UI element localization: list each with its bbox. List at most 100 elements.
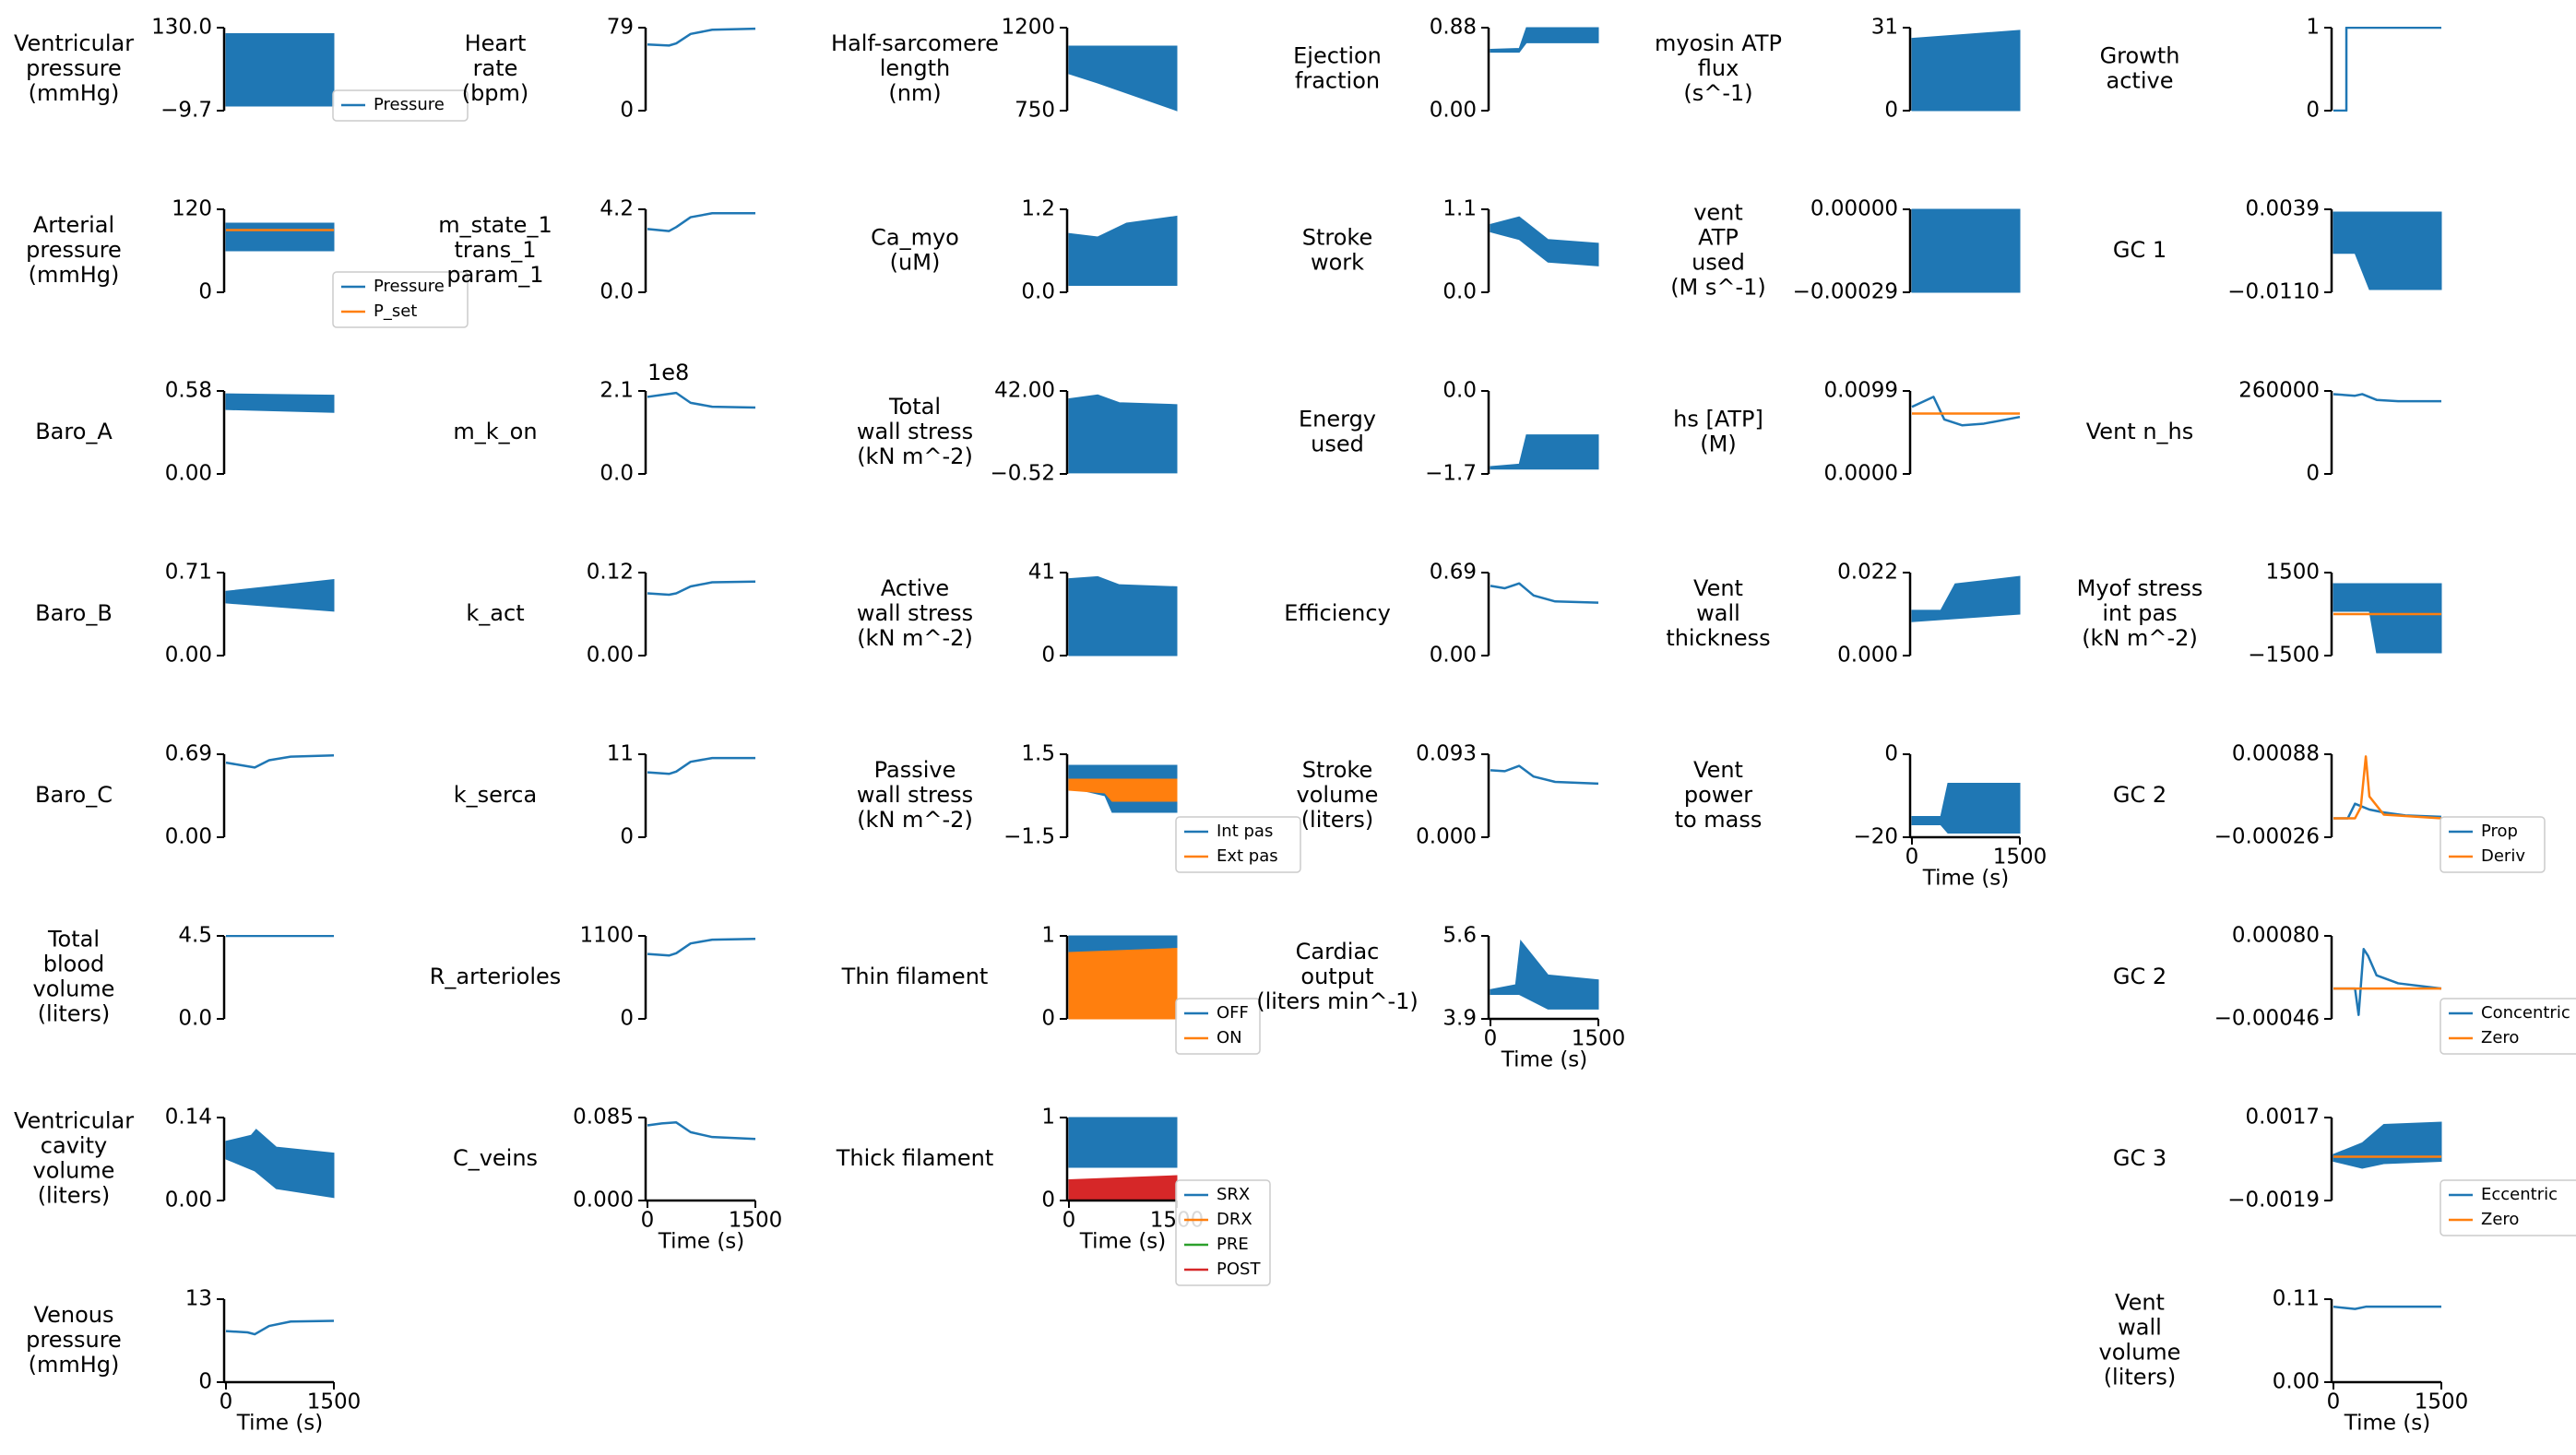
variable-label: (liters) — [38, 1183, 111, 1209]
subplot-22: Thick filament1001500Time (s)SRXDRXPREPO… — [836, 1106, 1271, 1286]
y-tick-label: 0.00 — [2273, 1370, 2320, 1394]
variable-label: Efficiency — [1284, 600, 1391, 626]
variable-label: m_state_1 — [438, 212, 552, 238]
series-line-0 — [2333, 1305, 2441, 1310]
variable-label: Vent — [2115, 1290, 2165, 1316]
y-tick-label: 0 — [1884, 742, 1898, 766]
x-tick-label: 0 — [1062, 1209, 1076, 1233]
variable-label: Heart — [465, 30, 527, 56]
variable-label: (mmHg) — [29, 80, 120, 106]
series-band-0 — [2333, 211, 2442, 290]
variable-label: Vent n_hs — [2086, 419, 2194, 444]
y-tick-label: −0.52 — [991, 462, 1055, 486]
legend-entry: SRX — [1217, 1185, 1250, 1204]
series-line-prop — [2333, 802, 2442, 820]
variable-label: volume — [33, 1158, 115, 1184]
axis-offset-label: 1e8 — [647, 360, 689, 385]
x-tick-label: 0 — [220, 1390, 233, 1414]
y-tick-label: −0.00026 — [2214, 825, 2320, 849]
variable-label: (mmHg) — [29, 1352, 120, 1378]
variable-label: Total — [888, 394, 941, 420]
y-tick-label: 1.1 — [1442, 197, 1477, 221]
plot-area — [1068, 764, 1178, 813]
plot-area — [1490, 216, 1599, 266]
legend: Prop Deriv — [2439, 816, 2546, 873]
series-band-0 — [1490, 940, 1599, 1010]
legend-entry: Prop — [2481, 822, 2518, 841]
plot-area — [647, 391, 756, 409]
plot-area — [2333, 211, 2442, 290]
variable-label: (bpm) — [462, 80, 529, 106]
x-tick-label: 0 — [1484, 1027, 1498, 1051]
legend-frame — [332, 271, 469, 328]
variable-label: myosin ATP — [1655, 30, 1782, 56]
y-tick-label: 1.5 — [1021, 742, 1055, 766]
y-tick-label: 79 — [607, 16, 634, 40]
series-band-eccentric — [2333, 1121, 2442, 1169]
plot-area — [647, 1121, 756, 1141]
subplot-35: GC 1 0.0039 −0.0110 — [2113, 197, 2442, 304]
variable-label: (s^-1) — [1683, 80, 1752, 106]
legend-entry: ON — [1217, 1028, 1242, 1047]
legend-entry: P_set — [374, 302, 417, 321]
variable-label: (M) — [1700, 432, 1736, 457]
variable-label: Active — [881, 575, 949, 601]
x-tick-label: 1500 — [1572, 1027, 1626, 1051]
series-line-0 — [1490, 764, 1599, 786]
y-tick-label: −1500 — [2248, 644, 2320, 668]
variable-label: GC 2 — [2113, 964, 2166, 989]
y-tick-label: 0.0 — [599, 280, 634, 304]
variable-label: k_serca — [454, 782, 537, 808]
y-tick-label: 1 — [1041, 1106, 1055, 1130]
subplot-5: Baro_C 0.69 0.00 — [35, 742, 335, 849]
variable-label: Half-sarcomere — [831, 30, 999, 56]
variable-label: pressure — [26, 237, 122, 263]
subplot-31: hs [ATP](M) 0.0099 0.0000 — [1673, 379, 2021, 486]
plot-area — [1068, 1117, 1178, 1201]
y-tick-label: 0.000 — [1416, 825, 1477, 849]
legend-entry: PRE — [1217, 1235, 1249, 1254]
y-tick-label: −0.0110 — [2227, 280, 2320, 304]
variable-label: C_veins — [453, 1145, 538, 1171]
variable-label: Myof stress — [2077, 575, 2203, 601]
variable-label: power — [1684, 782, 1752, 808]
variable-label: (kN m^-2) — [2082, 625, 2198, 651]
plot-area — [225, 393, 335, 413]
subplot-12: k_act 0.12 0.00 — [466, 561, 756, 668]
variable-label: (kN m^-2) — [857, 625, 973, 651]
variable-label: (uM) — [890, 250, 941, 276]
variable-label: (liters) — [1301, 807, 1374, 833]
y-tick-label: −1.7 — [1425, 462, 1477, 486]
legend-frame — [2439, 1179, 2576, 1236]
x-tick-label: 1500 — [307, 1390, 362, 1414]
variable-label: GC 2 — [2113, 782, 2166, 808]
subplot-17: Ca_myo(uM) 1.2 0.0 — [871, 197, 1178, 304]
plot-area — [1911, 575, 2021, 622]
y-tick-label: 0.00 — [165, 1189, 212, 1212]
x-tick-label: 1500 — [1993, 846, 2048, 869]
x-axis-label: Time (s) — [1922, 867, 2010, 891]
x-axis-label: Time (s) — [2344, 1412, 2431, 1436]
variable-label: volume — [2099, 1340, 2181, 1366]
y-tick-label: 0.0 — [1021, 280, 1055, 304]
x-tick-label: 1500 — [2415, 1390, 2469, 1414]
y-tick-label: 0.58 — [165, 379, 212, 403]
y-tick-label: 0.085 — [573, 1106, 634, 1130]
plot-area — [1911, 30, 2021, 112]
series-band-srx — [1068, 1117, 1178, 1168]
plot-area — [647, 756, 755, 775]
y-tick-label: 1 — [1041, 924, 1055, 948]
variable-label: wall — [1696, 600, 1740, 626]
x-axis-label: Time (s) — [236, 1412, 324, 1436]
variable-label: Vent — [1693, 757, 1743, 783]
y-tick-label: 0.022 — [1837, 561, 1898, 585]
variable-label: pressure — [26, 55, 122, 81]
plot-area — [1490, 27, 1599, 53]
